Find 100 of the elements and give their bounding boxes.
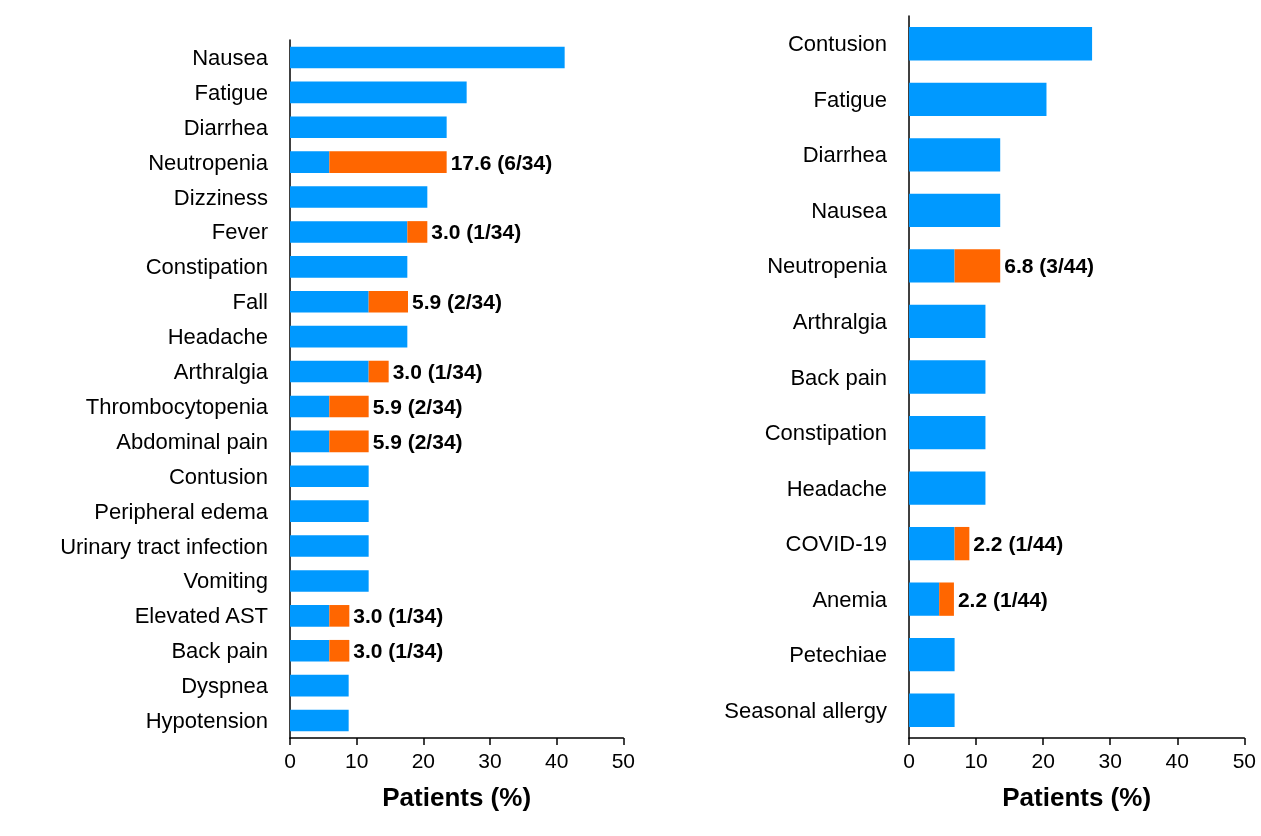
x-tick-label: 50 — [611, 749, 635, 772]
y-tick-label: Peripheral edema — [94, 498, 269, 524]
bar — [909, 415, 986, 450]
y-tick-label: Constipation — [145, 254, 268, 280]
data-label: 6.8 (3/44) — [1004, 254, 1095, 278]
x-tick-label: 0 — [903, 749, 915, 772]
bar — [909, 27, 1093, 61]
bar — [290, 186, 428, 208]
y-tick-label: Back pain — [171, 638, 268, 664]
bar — [329, 639, 350, 662]
bar — [407, 221, 428, 243]
y-tick-label: Contusion — [168, 463, 268, 489]
y-tick-label: Fatigue — [194, 79, 268, 105]
bar — [368, 360, 389, 383]
data-label: 3.0 (1/34) — [392, 360, 483, 384]
y-tick-label: Seasonal allergy — [724, 697, 887, 723]
y-tick-label: Abdominal pain — [116, 428, 268, 454]
bar — [909, 638, 955, 672]
bar — [290, 360, 369, 383]
bar — [909, 304, 986, 339]
y-tick-label: Arthralgia — [792, 308, 888, 334]
y-tick-label: Back pain — [790, 364, 887, 390]
bar — [909, 471, 986, 505]
bar — [329, 395, 369, 418]
bar — [290, 221, 408, 243]
bar — [290, 535, 369, 557]
x-tick-label: 20 — [411, 749, 436, 772]
y-tick-label: Petechiae — [789, 642, 887, 668]
bar — [329, 151, 447, 173]
bar — [290, 500, 369, 522]
y-tick-label: Nausea — [192, 44, 269, 70]
bar — [368, 290, 408, 313]
x-tick-label: 0 — [284, 749, 296, 772]
x-axis-title: Patients (%) — [1002, 782, 1152, 812]
y-tick-label: Anemia — [812, 586, 888, 612]
data-label: 3.0 (1/34) — [353, 639, 444, 663]
y-tick-label: Neutropenia — [148, 149, 269, 175]
bar — [290, 570, 369, 592]
bar — [290, 46, 565, 69]
x-tick-label: 10 — [964, 749, 988, 772]
bar — [909, 360, 986, 394]
x-tick-label: 30 — [1098, 749, 1122, 772]
data-label: 3.0 (1/34) — [353, 604, 444, 628]
bar — [954, 249, 1001, 283]
data-label: 3.0 (1/34) — [431, 220, 522, 244]
bar — [290, 116, 447, 139]
x-tick-label: 20 — [1031, 749, 1055, 772]
bar — [909, 693, 955, 727]
y-tick-label: Fall — [232, 289, 268, 315]
bar — [290, 709, 349, 732]
bar — [909, 138, 1001, 172]
bar — [290, 465, 369, 488]
data-label: 2.2 (1/44) — [957, 587, 1048, 611]
y-tick-label: Fatigue — [813, 86, 887, 112]
bar — [290, 395, 330, 418]
bar — [909, 193, 1001, 228]
y-tick-label: Nausea — [811, 197, 888, 223]
data-label: 5.9 (2/34) — [372, 394, 463, 418]
bar — [909, 526, 955, 561]
x-tick-label: 30 — [478, 749, 502, 772]
y-tick-label: Diarrhea — [183, 114, 269, 140]
bar — [909, 582, 940, 616]
bar — [290, 639, 330, 662]
y-tick-label: Contusion — [787, 31, 887, 57]
bar — [290, 325, 408, 348]
y-tick-label: Headache — [167, 324, 268, 350]
bar — [329, 605, 350, 627]
bar — [290, 151, 330, 173]
y-tick-label: Neutropenia — [767, 253, 888, 279]
y-tick-label: COVID-19 — [785, 531, 887, 557]
x-tick-label: 40 — [544, 749, 569, 772]
y-tick-label: Urinary tract infection — [60, 533, 268, 559]
y-tick-label: Thrombocytopenia — [85, 393, 269, 419]
bar — [290, 674, 349, 697]
data-label: 2.2 (1/44) — [973, 532, 1064, 556]
data-label: 5.9 (2/34) — [412, 290, 502, 314]
bar — [290, 605, 330, 627]
data-label: 5.9 (2/34) — [372, 429, 463, 453]
y-tick-label: Arthralgia — [173, 359, 269, 385]
y-tick-label: Hypotension — [145, 708, 268, 734]
y-tick-label: Diarrhea — [802, 142, 888, 168]
y-tick-label: Constipation — [764, 420, 887, 446]
y-tick-label: Fever — [211, 219, 268, 245]
x-axis-title: Patients (%) — [382, 782, 532, 812]
bar — [290, 81, 467, 104]
y-tick-label: Dizziness — [173, 184, 268, 210]
x-tick-label: 10 — [344, 749, 369, 772]
bar — [909, 249, 955, 283]
y-tick-label: Dyspnea — [181, 673, 269, 699]
x-tick-label: 40 — [1165, 749, 1189, 772]
y-tick-label: Vomiting — [183, 568, 268, 594]
bar — [290, 256, 408, 278]
bar — [939, 582, 954, 616]
y-tick-label: Headache — [786, 475, 887, 501]
y-tick-label: Elevated AST — [134, 603, 268, 629]
bar — [290, 430, 330, 453]
bar — [954, 526, 970, 561]
data-label: 17.6 (6/34) — [450, 150, 553, 174]
bar — [909, 82, 1047, 116]
bar — [329, 430, 369, 453]
